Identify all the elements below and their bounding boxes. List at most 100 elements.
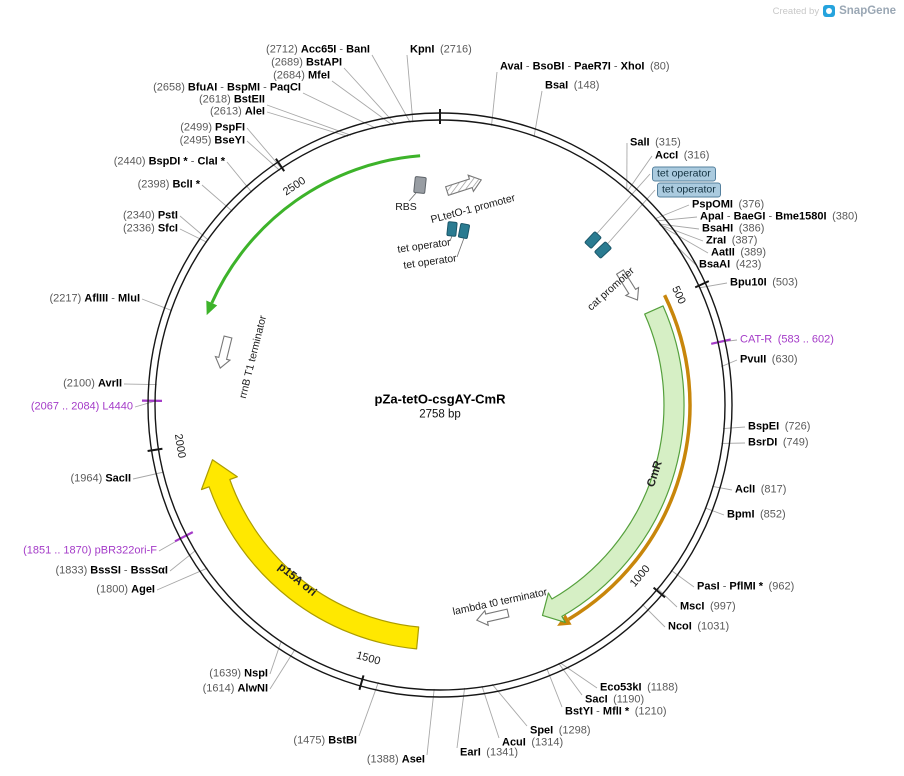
feature-label-tet-operator[interactable]: tet operator xyxy=(396,236,452,256)
site-label-ApaI[interactable]: ApaI - BaeGI - Bme1580I (380) xyxy=(700,210,858,223)
site-label-EarI[interactable]: EarI (1341) xyxy=(460,746,519,759)
terminator-lambda-t0-arrow[interactable] xyxy=(475,606,510,628)
site-label-PspFI[interactable]: (2499) PspFI xyxy=(180,121,245,134)
site-label-AlwNI[interactable]: (1614) AlwNI xyxy=(202,682,268,695)
leader-line xyxy=(491,71,498,126)
site-label-BstEII[interactable]: (2618) BstEII xyxy=(198,93,265,106)
primer-tick xyxy=(174,531,194,543)
leader-line xyxy=(456,687,466,749)
feature-label-rbs[interactable]: RBS xyxy=(395,201,417,213)
operator-label-1[interactable]: tet operator xyxy=(652,166,716,182)
leader-line xyxy=(269,640,282,675)
site-label-SacII[interactable]: (1964) SacII xyxy=(70,472,131,485)
leader-line xyxy=(246,127,283,170)
site-label-BsaHI[interactable]: BsaHI (386) xyxy=(702,222,765,235)
site-label-SacI[interactable]: SacI (1190) xyxy=(585,693,645,706)
site-label-KpnI[interactable]: KpnI (2716) xyxy=(410,43,472,56)
leader-line xyxy=(246,140,281,171)
site-label-Eco53kI[interactable]: Eco53kI (1188) xyxy=(600,681,679,694)
feature-CmR[interactable] xyxy=(541,305,685,623)
site-label-BpmI[interactable]: BpmI (852) xyxy=(727,508,786,521)
site-label-AgeI[interactable]: (1800) AgeI xyxy=(96,583,155,596)
leader-line xyxy=(226,161,253,193)
site-label-SalI[interactable]: SalI (315) xyxy=(630,136,681,149)
leader-line xyxy=(659,223,704,242)
site-label-NspI[interactable]: (1639) NspI xyxy=(209,667,268,680)
tet-operator-box-1[interactable] xyxy=(446,221,458,237)
leader-line xyxy=(558,662,583,696)
site-label-AatII[interactable]: AatII (389) xyxy=(711,246,767,259)
site-label-AvaI[interactable]: AvaI - BsoBI - PaeR7I - XhoI (80) xyxy=(500,60,670,73)
feature-label-rrnb-t1-terminator[interactable]: rrnB T1 terminator xyxy=(236,314,270,400)
site-label-BspDI[interactable]: (2440) BspDI * - ClaI * xyxy=(113,155,225,168)
site-label-BstYI[interactable]: BstYI - MflI * (1210) xyxy=(565,705,667,718)
site-label-AseI[interactable]: (1388) AseI xyxy=(366,753,425,766)
leader-line xyxy=(656,587,678,608)
site-label-CATR[interactable]: CAT-R (583 .. 602) xyxy=(740,333,834,346)
promoter-cat-arrow[interactable] xyxy=(614,268,644,304)
gene-arc-orange[interactable] xyxy=(567,294,692,621)
site-label-BspEI[interactable]: BspEI (726) xyxy=(748,420,811,433)
feature-p15A-ori[interactable] xyxy=(200,459,420,650)
leader-line xyxy=(371,54,411,123)
site-label-BclI[interactable]: (2398) BclI * xyxy=(137,178,200,191)
leader-line xyxy=(670,569,695,588)
site-label-AccI[interactable]: AccI (316) xyxy=(655,149,710,162)
site-label-Acc65I[interactable]: (2712) Acc65I - BanI xyxy=(266,43,370,56)
site-label-PasI[interactable]: PasI - PflMI * (962) xyxy=(697,580,795,593)
feature-label-cat-promoter[interactable]: cat promoter xyxy=(585,264,637,314)
site-label-BsaI[interactable]: BsaI (148) xyxy=(545,79,600,92)
site-label-SfcI[interactable]: (2336) SfcI xyxy=(122,222,178,235)
leader-line xyxy=(132,471,165,480)
site-label-BstBI[interactable]: (1475) BstBI xyxy=(293,734,357,747)
gene-arc-green[interactable] xyxy=(210,154,421,304)
site-label-AleI[interactable]: (2613) AleI xyxy=(209,105,265,118)
site-label-BseYI[interactable]: (2495) BseYI xyxy=(179,134,245,147)
feature-label-tet-operator[interactable]: tet operator xyxy=(402,252,458,272)
plasmid-title: pZa-tetO-csgAY-CmR 2758 bp xyxy=(375,392,506,421)
site-label-SpeI[interactable]: SpeI (1298) xyxy=(530,724,591,737)
site-label-Bpu10I[interactable]: Bpu10I (503) xyxy=(730,276,798,289)
tet-operator-site-2[interactable] xyxy=(594,241,612,259)
site-label-NcoI[interactable]: NcoI (1031) xyxy=(668,620,730,633)
leader-line xyxy=(141,298,173,312)
feature-label-lambda-t0-terminator[interactable]: lambda t0 terminator xyxy=(451,586,549,618)
rbs-box[interactable] xyxy=(413,176,427,194)
leader-line xyxy=(712,485,733,491)
feature-label-p15a-ori[interactable]: p15A ori xyxy=(275,560,319,600)
leader-line xyxy=(343,67,396,125)
leader-line xyxy=(722,426,746,430)
site-label-ZraI[interactable]: ZraI (387) xyxy=(706,234,758,247)
feature-label-plteto-1-promoter[interactable]: PLtetO-1 promoter xyxy=(429,191,517,227)
tet-operator-box-2[interactable] xyxy=(458,223,470,239)
primer-tick xyxy=(710,338,731,345)
site-label-BsrDI[interactable]: BsrDI (749) xyxy=(748,436,809,449)
watermark-brand: SnapGene xyxy=(839,5,896,17)
site-label-BsaAI[interactable]: BsaAI (423) xyxy=(699,258,762,271)
site-label-AflIII[interactable]: (2217) AflIII - MluI xyxy=(49,292,140,305)
site-label-MfeI[interactable]: (2684) MfeI xyxy=(273,69,330,82)
leader-line xyxy=(169,549,197,572)
terminator-rrnB-T1-arrow[interactable] xyxy=(213,335,235,370)
site-label-BssSI[interactable]: (1833) BssSI - BssSαI xyxy=(55,564,168,577)
site-label-AcuI[interactable]: AcuI (1314) xyxy=(502,736,564,749)
site-label-PstI[interactable]: (2340) PstI xyxy=(122,209,178,222)
tet-operator-site-1[interactable] xyxy=(584,231,602,249)
feature-label-cmr[interactable]: CmR xyxy=(645,459,665,489)
leader-line xyxy=(156,567,208,591)
site-label-AvrII[interactable]: (2100) AvrII xyxy=(63,377,122,390)
leader-line xyxy=(179,215,209,241)
site-label-PvuII[interactable]: PvuII (630) xyxy=(740,353,798,366)
site-label-AclI[interactable]: AclI (817) xyxy=(735,483,787,496)
connector-line xyxy=(449,235,453,242)
site-label-MscI[interactable]: MscI (997) xyxy=(680,600,736,613)
gene-arc-green-head[interactable] xyxy=(206,300,218,316)
leader-line xyxy=(592,173,651,239)
operator-label-2[interactable]: tet operator xyxy=(657,182,721,198)
site-label-pBR322oriF[interactable]: (1851 .. 1870) pBR322ori-F xyxy=(23,544,157,557)
site-label-BfuAI[interactable]: (2658) BfuAI - BspMI - PaqCI xyxy=(153,81,301,94)
site-label-BstAPI[interactable]: (2689) BstAPI xyxy=(271,56,342,69)
site-label-PspOMI[interactable]: PspOMI (376) xyxy=(692,198,765,211)
promoter-PLtetO-1-arrow[interactable] xyxy=(444,172,483,199)
site-label-L4440[interactable]: (2067 .. 2084) L4440 xyxy=(30,400,133,413)
